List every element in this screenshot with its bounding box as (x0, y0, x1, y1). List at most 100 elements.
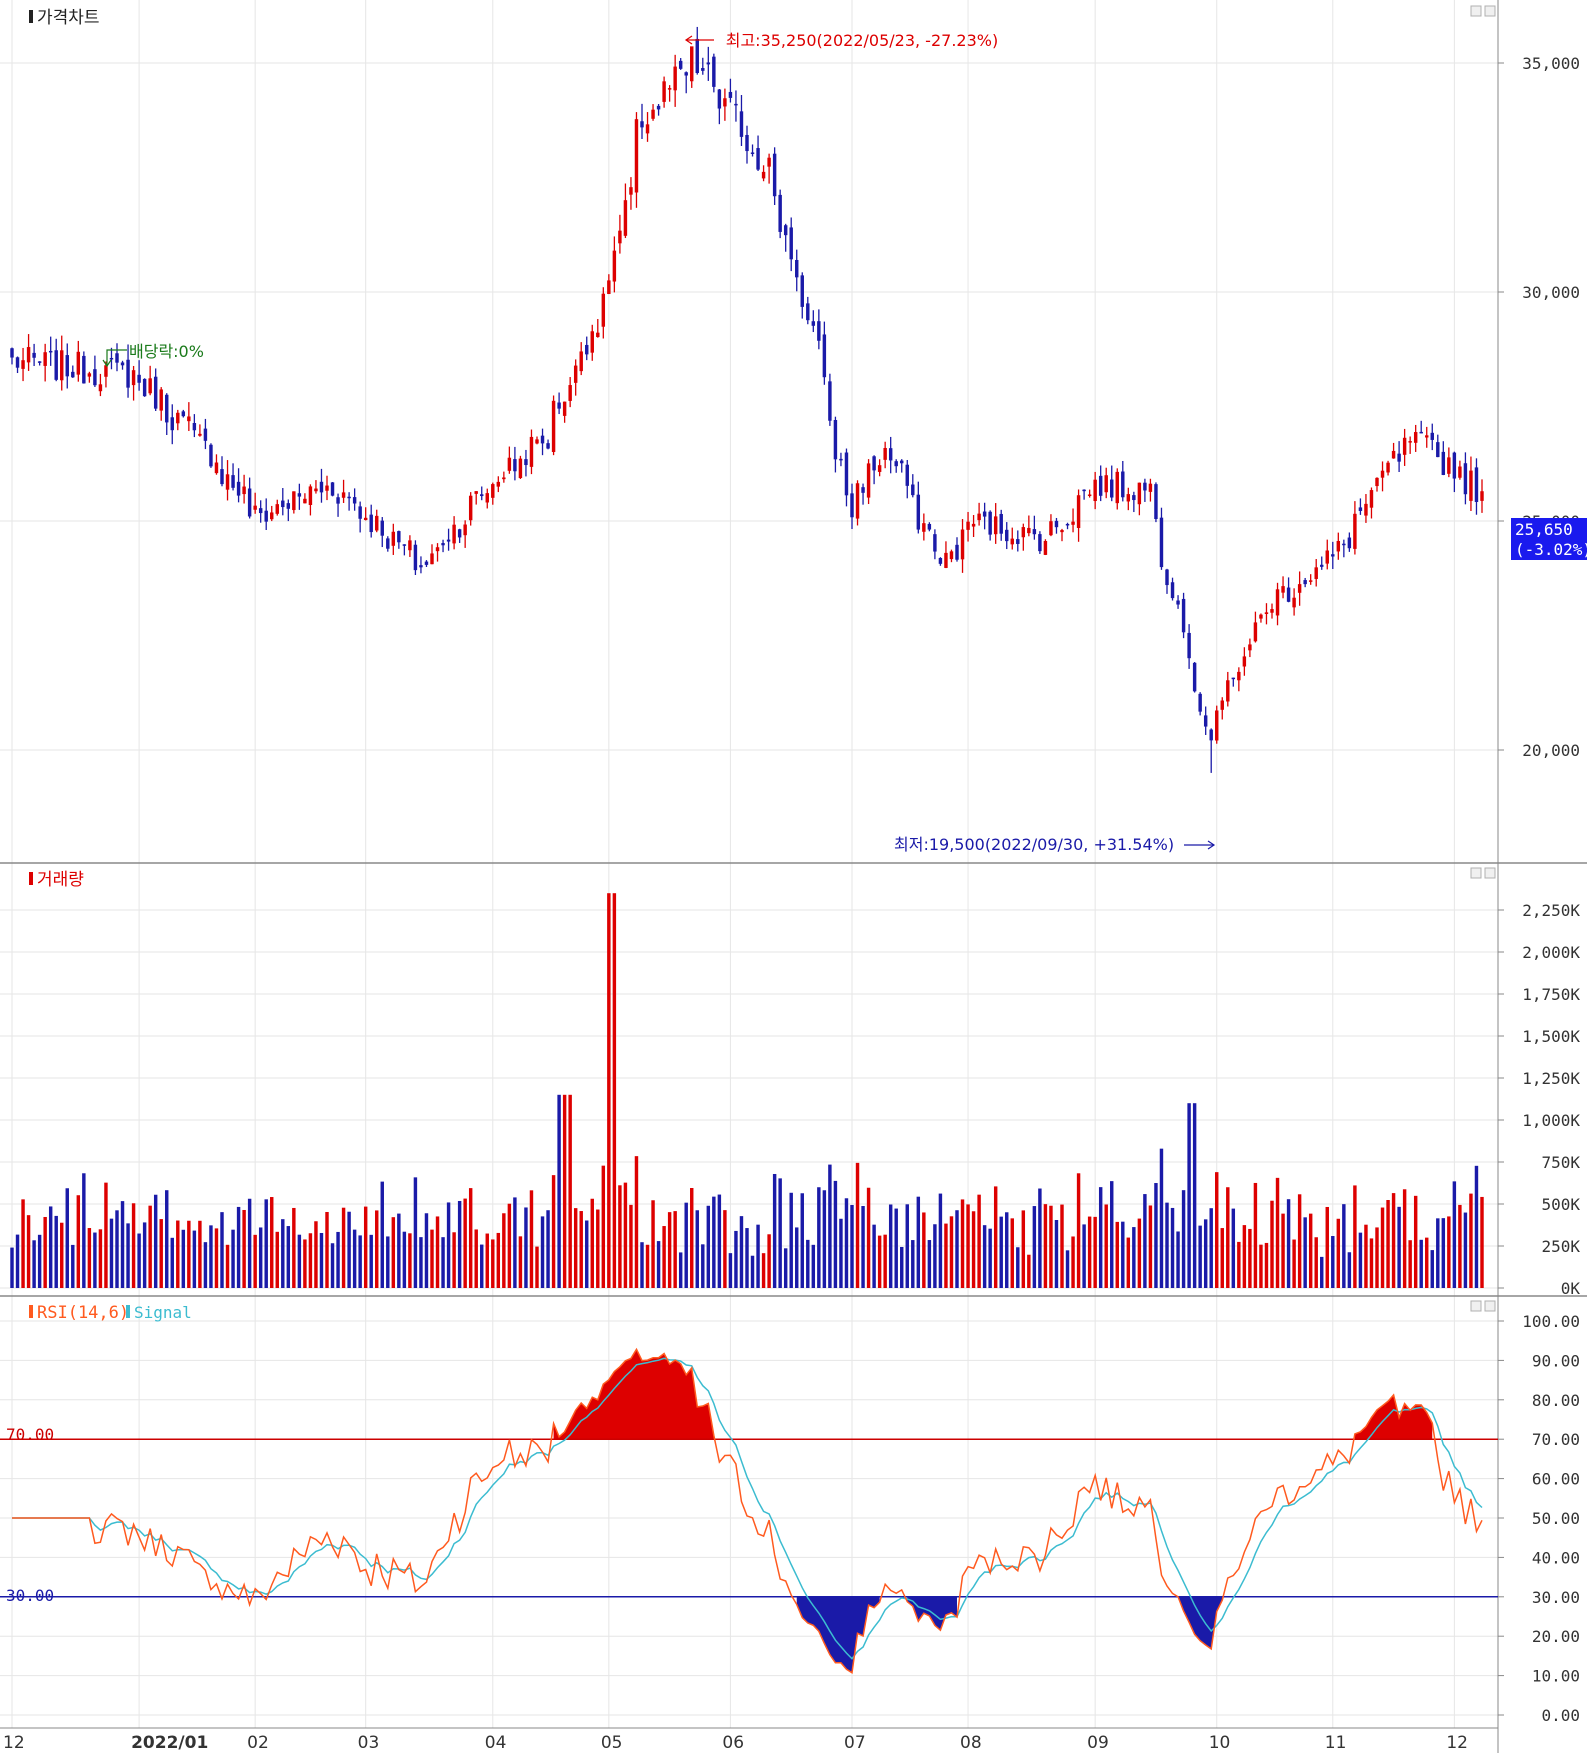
close-panel-icon[interactable] (1484, 5, 1496, 17)
volume-bar (48, 1206, 53, 1288)
volume-bar (723, 1210, 727, 1288)
volume-bar (916, 1196, 921, 1288)
candle-body (264, 510, 268, 522)
volume-bar (369, 1234, 373, 1288)
volume-bar (706, 1205, 711, 1288)
candle-body (352, 497, 357, 504)
candle-body (761, 171, 766, 179)
price-panel-controls[interactable] (1470, 5, 1496, 17)
rsi-overbought-fill (1354, 1395, 1433, 1440)
candle-body (1010, 538, 1014, 545)
candle-body (1005, 529, 1009, 542)
volume-bar (850, 1204, 854, 1288)
volume-bar (927, 1240, 932, 1288)
candle-body (734, 103, 738, 106)
minimize-panel-icon[interactable] (1470, 5, 1482, 17)
volume-bar (1292, 1239, 1296, 1288)
candle-body (1342, 543, 1346, 546)
candle-body (590, 331, 594, 353)
volume-bar (1270, 1200, 1274, 1288)
volume-bar (1076, 1173, 1081, 1288)
volume-bars (10, 893, 1484, 1288)
candle-body (358, 506, 362, 519)
candle-body (585, 344, 589, 355)
volume-bar (1043, 1204, 1048, 1288)
candle-body (656, 105, 661, 110)
volume-bar (170, 1237, 174, 1288)
candle-body (1463, 463, 1468, 495)
candle-body (1132, 495, 1136, 501)
volume-bar (1143, 1194, 1147, 1288)
candle-body (662, 81, 666, 102)
candle-body (872, 456, 876, 471)
candle-body (1087, 494, 1092, 496)
volume-bar (330, 1243, 335, 1288)
volume-bar (209, 1225, 213, 1288)
volume-bar (203, 1242, 208, 1288)
candle-body (32, 352, 36, 358)
rsi-y-tick-label: 40.00 (1532, 1548, 1580, 1567)
volume-bar (485, 1233, 489, 1288)
candle-body (336, 497, 340, 504)
volume-bar (982, 1225, 987, 1288)
volume-bar (546, 1210, 550, 1288)
candle-body (1159, 517, 1164, 568)
candle-body (236, 481, 241, 496)
volume-bar (496, 1232, 501, 1288)
candle-body (1336, 540, 1341, 552)
close-panel-icon[interactable] (1484, 1300, 1496, 1312)
candle-body (60, 350, 64, 381)
close-panel-icon[interactable] (1484, 867, 1496, 879)
volume-bar (855, 1162, 860, 1288)
volume-bar (452, 1232, 456, 1288)
candle-body (618, 230, 622, 244)
volume-bar (817, 1187, 821, 1288)
volume-bar (142, 1222, 147, 1288)
x-tick-label: 09 (1087, 1733, 1109, 1753)
candle-body (993, 516, 998, 535)
candle-body (137, 374, 141, 383)
volume-bar (87, 1228, 92, 1288)
candle-body (900, 460, 904, 464)
volume-panel-controls[interactable] (1470, 867, 1496, 879)
volume-bar (314, 1221, 318, 1288)
candle-body (822, 334, 827, 378)
volume-bar (524, 1207, 528, 1288)
volume-bar (446, 1202, 451, 1288)
candle-body (1187, 632, 1191, 659)
rsi-upper-label: 70.00 (6, 1425, 54, 1444)
volume-bar (1430, 1250, 1434, 1288)
candle-body (728, 91, 733, 98)
minimize-panel-icon[interactable] (1470, 1300, 1482, 1312)
candle-body (546, 443, 550, 449)
candle-body (695, 38, 699, 74)
volume-bar (568, 1094, 572, 1288)
volume-bar (463, 1198, 467, 1288)
volume-bar (281, 1219, 285, 1288)
volume-bar (1474, 1165, 1479, 1288)
volume-bar (645, 1244, 650, 1288)
candle-body (297, 493, 302, 497)
candle-body (651, 109, 655, 119)
volume-bar (148, 1205, 152, 1288)
volume-bar (894, 1208, 898, 1288)
volume-bar (1087, 1216, 1092, 1288)
candle-body (386, 538, 390, 549)
volume-bar (585, 1220, 589, 1288)
volume-bar (955, 1210, 959, 1288)
volume-bar (1436, 1218, 1440, 1288)
volume-bar (734, 1230, 738, 1288)
volume-bar (507, 1203, 512, 1288)
volume-bar (286, 1226, 291, 1288)
rsi-y-tick-label: 80.00 (1532, 1391, 1580, 1410)
volume-bar (1148, 1205, 1153, 1288)
minimize-panel-icon[interactable] (1470, 867, 1482, 879)
volume-bar (408, 1233, 412, 1288)
rsi-panel-controls[interactable] (1470, 1300, 1496, 1312)
candle-body (1181, 598, 1186, 633)
candle-body (596, 332, 600, 338)
volume-bar (231, 1229, 235, 1288)
candle-body (1049, 521, 1053, 536)
volume-bar (601, 1165, 606, 1288)
candle-body (21, 360, 25, 369)
